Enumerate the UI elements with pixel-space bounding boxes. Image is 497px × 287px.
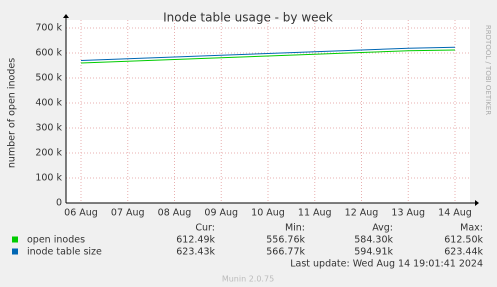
stats-value: 612.49k [176, 235, 215, 246]
x-tick-label: 09 Aug [204, 208, 238, 219]
last-update: Last update: Wed Aug 14 19:01:41 2024 [290, 259, 483, 270]
stats-value: 594.91k [354, 247, 393, 258]
axis-arrow [475, 200, 479, 206]
x-tick-label: 12 Aug [345, 208, 379, 219]
footer: Munin 2.0.75 [222, 275, 274, 284]
y-tick-label: 200 k [35, 148, 62, 159]
y-tick-label: 600 k [35, 48, 62, 59]
legend-swatch [12, 248, 18, 255]
stats-header: Cur: [195, 223, 215, 234]
stats-value: 623.43k [176, 247, 215, 258]
y-tick-label: 100 k [35, 173, 62, 184]
stats-value: 566.77k [266, 247, 305, 258]
x-tick-label: 14 Aug [438, 208, 472, 219]
x-tick-label: 08 Aug [158, 208, 192, 219]
series-line [80, 46, 456, 61]
stats-header: Avg: [372, 223, 393, 234]
chart-title: Inode table usage - by week [163, 11, 333, 25]
x-tick-label: 07 Aug [111, 208, 145, 219]
y-tick-label: 0 [56, 198, 62, 209]
series-line [80, 49, 456, 64]
y-tick-label: 700 k [35, 23, 62, 34]
x-tick-label: 13 Aug [391, 208, 425, 219]
y-tick-label: 400 k [35, 98, 62, 109]
stats-value: 584.30k [354, 235, 393, 246]
stats-value: 556.76k [266, 235, 305, 246]
side-label: RRDTOOL / TOBI OETIKER [484, 25, 492, 115]
x-tick-label: 10 Aug [251, 208, 285, 219]
stats-header: Min: [285, 223, 305, 234]
y-axis-label: number of open inodes [7, 58, 18, 168]
legend-swatch [12, 236, 18, 243]
legend-label: inode table size [27, 247, 102, 258]
x-tick-label: 11 Aug [298, 208, 332, 219]
y-tick-label: 500 k [35, 73, 62, 84]
x-tick-label: 06 Aug [64, 208, 98, 219]
stats-header: Max: [460, 223, 483, 234]
y-tick-label: 300 k [35, 123, 62, 134]
stats-value: 623.44k [444, 247, 483, 258]
axis-arrow [63, 14, 69, 18]
stats-value: 612.50k [444, 235, 483, 246]
legend-label: open inodes [27, 235, 85, 246]
